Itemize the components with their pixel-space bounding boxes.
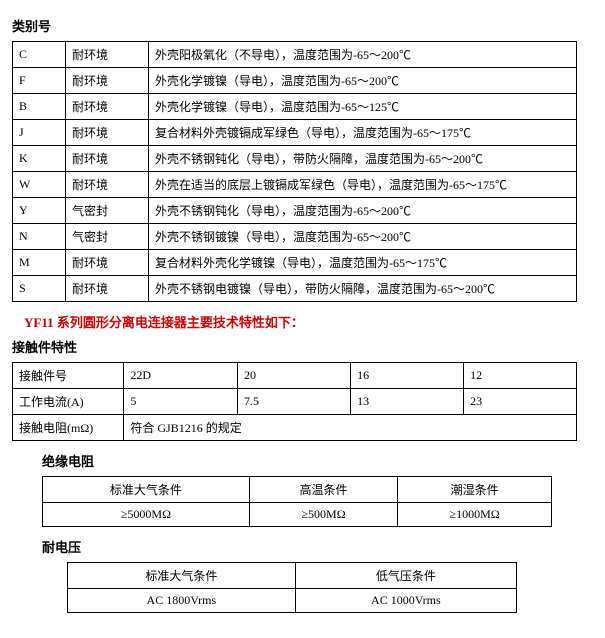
category-desc: 外壳在适当的底层上镀镉成军绿色（导电），温度范围为-65～175℃ bbox=[149, 172, 577, 198]
table-row: AC 1800Vrms AC 1000Vrms bbox=[68, 589, 517, 613]
category-type: 耐环境 bbox=[66, 120, 149, 146]
table-row: 标准大气条件 低气压条件 bbox=[68, 563, 517, 589]
category-code: Y bbox=[13, 198, 66, 224]
category-desc: 复合材料外壳镀镉成军绿色（导电），温度范围为-65～175℃ bbox=[149, 120, 577, 146]
table-row: 接触件号 22D 20 16 12 bbox=[13, 363, 577, 389]
category-desc: 外壳化学镀镍（导电），温度范围为-65～200℃ bbox=[149, 68, 577, 94]
withstand-table: 标准大气条件 低气压条件 AC 1800Vrms AC 1000Vrms bbox=[67, 562, 517, 613]
table-row: M耐环境复合材料外壳化学镀镍（导电），温度范围为-65～175℃ bbox=[13, 250, 577, 276]
contact-table: 接触件号 22D 20 16 12 工作电流(A) 5 7.5 13 23 接触… bbox=[12, 362, 577, 441]
table-row: F耐环境外壳化学镀镍（导电），温度范围为-65～200℃ bbox=[13, 68, 577, 94]
category-code: F bbox=[13, 68, 66, 94]
contact-cell: 22D bbox=[124, 363, 238, 389]
category-type: 耐环境 bbox=[66, 276, 149, 302]
insulation-value: ≥5000MΩ bbox=[43, 503, 250, 527]
insulation-title: 绝缘电阻 bbox=[42, 451, 593, 470]
category-desc: 外壳不锈钢电镀镍（导电），带防火隔障，温度范围为-65～200℃ bbox=[149, 276, 577, 302]
withstand-value: AC 1000Vrms bbox=[295, 589, 516, 613]
insulation-value: ≥1000MΩ bbox=[398, 503, 552, 527]
table-row: W耐环境外壳在适当的底层上镀镉成军绿色（导电），温度范围为-65～175℃ bbox=[13, 172, 577, 198]
contact-row3-value: 符合 GJB1216 的规定 bbox=[124, 415, 577, 441]
category-type: 耐环境 bbox=[66, 42, 149, 68]
insulation-header: 高温条件 bbox=[249, 477, 397, 503]
contact-cell: 20 bbox=[238, 363, 351, 389]
contact-cell: 16 bbox=[351, 363, 464, 389]
table-row: J耐环境复合材料外壳镀镉成军绿色（导电），温度范围为-65～175℃ bbox=[13, 120, 577, 146]
contact-row3-label: 接触电阻(mΩ) bbox=[13, 415, 124, 441]
category-type: 气密封 bbox=[66, 198, 149, 224]
category-code: M bbox=[13, 250, 66, 276]
category-desc: 外壳不锈钢镀镍（导电），温度范围为-65～200℃ bbox=[149, 224, 577, 250]
contact-cell: 23 bbox=[464, 389, 577, 415]
table-row: 接触电阻(mΩ) 符合 GJB1216 的规定 bbox=[13, 415, 577, 441]
table-row: 工作电流(A) 5 7.5 13 23 bbox=[13, 389, 577, 415]
withstand-header: 低气压条件 bbox=[295, 563, 516, 589]
category-desc: 外壳不锈钢钝化（导电），带防火隔障，温度范围为-65～200℃ bbox=[149, 146, 577, 172]
category-code: C bbox=[13, 42, 66, 68]
table-row: S耐环境外壳不锈钢电镀镍（导电），带防火隔障，温度范围为-65～200℃ bbox=[13, 276, 577, 302]
table-row: B耐环境外壳化学镀镍（导电），温度范围为-65～125℃ bbox=[13, 94, 577, 120]
category-type: 耐环境 bbox=[66, 172, 149, 198]
category-code: W bbox=[13, 172, 66, 198]
contact-cell: 13 bbox=[351, 389, 464, 415]
tech-spec-title: YF11 系列圆形分离电连接器主要技术特性如下： bbox=[24, 312, 593, 331]
category-title: 类别号 bbox=[12, 16, 593, 35]
category-code: N bbox=[13, 224, 66, 250]
insulation-header: 潮湿条件 bbox=[398, 477, 552, 503]
category-table: C耐环境外壳阳极氧化（不导电），温度范围为-65～200℃F耐环境外壳化学镀镍（… bbox=[12, 41, 577, 302]
contact-cell: 7.5 bbox=[238, 389, 351, 415]
category-code: S bbox=[13, 276, 66, 302]
category-type: 耐环境 bbox=[66, 146, 149, 172]
contact-cell: 12 bbox=[464, 363, 577, 389]
table-row: C耐环境外壳阳极氧化（不导电），温度范围为-65～200℃ bbox=[13, 42, 577, 68]
table-row: ≥5000MΩ ≥500MΩ ≥1000MΩ bbox=[43, 503, 552, 527]
category-desc: 复合材料外壳化学镀镍（导电），温度范围为-65～175℃ bbox=[149, 250, 577, 276]
category-code: J bbox=[13, 120, 66, 146]
category-desc: 外壳阳极氧化（不导电），温度范围为-65～200℃ bbox=[149, 42, 577, 68]
category-type: 气密封 bbox=[66, 224, 149, 250]
insulation-header: 标准大气条件 bbox=[43, 477, 250, 503]
category-code: K bbox=[13, 146, 66, 172]
insulation-value: ≥500MΩ bbox=[249, 503, 397, 527]
insulation-table: 标准大气条件 高温条件 潮湿条件 ≥5000MΩ ≥500MΩ ≥1000MΩ bbox=[42, 476, 552, 527]
contact-row1-label: 接触件号 bbox=[13, 363, 124, 389]
category-type: 耐环境 bbox=[66, 68, 149, 94]
table-row: 标准大气条件 高温条件 潮湿条件 bbox=[43, 477, 552, 503]
category-type: 耐环境 bbox=[66, 250, 149, 276]
table-row: K耐环境外壳不锈钢钝化（导电），带防火隔障，温度范围为-65～200℃ bbox=[13, 146, 577, 172]
withstand-title: 耐电压 bbox=[42, 537, 593, 556]
category-type: 耐环境 bbox=[66, 94, 149, 120]
category-desc: 外壳不锈钢钝化（导电），温度范围为-65～200℃ bbox=[149, 198, 577, 224]
table-row: N气密封外壳不锈钢镀镍（导电），温度范围为-65～200℃ bbox=[13, 224, 577, 250]
table-row: Y气密封外壳不锈钢钝化（导电），温度范围为-65～200℃ bbox=[13, 198, 577, 224]
contact-cell: 5 bbox=[124, 389, 238, 415]
category-code: B bbox=[13, 94, 66, 120]
contact-title: 接触件特性 bbox=[12, 337, 593, 356]
contact-row2-label: 工作电流(A) bbox=[13, 389, 124, 415]
category-desc: 外壳化学镀镍（导电），温度范围为-65～125℃ bbox=[149, 94, 577, 120]
withstand-value: AC 1800Vrms bbox=[68, 589, 296, 613]
withstand-header: 标准大气条件 bbox=[68, 563, 296, 589]
